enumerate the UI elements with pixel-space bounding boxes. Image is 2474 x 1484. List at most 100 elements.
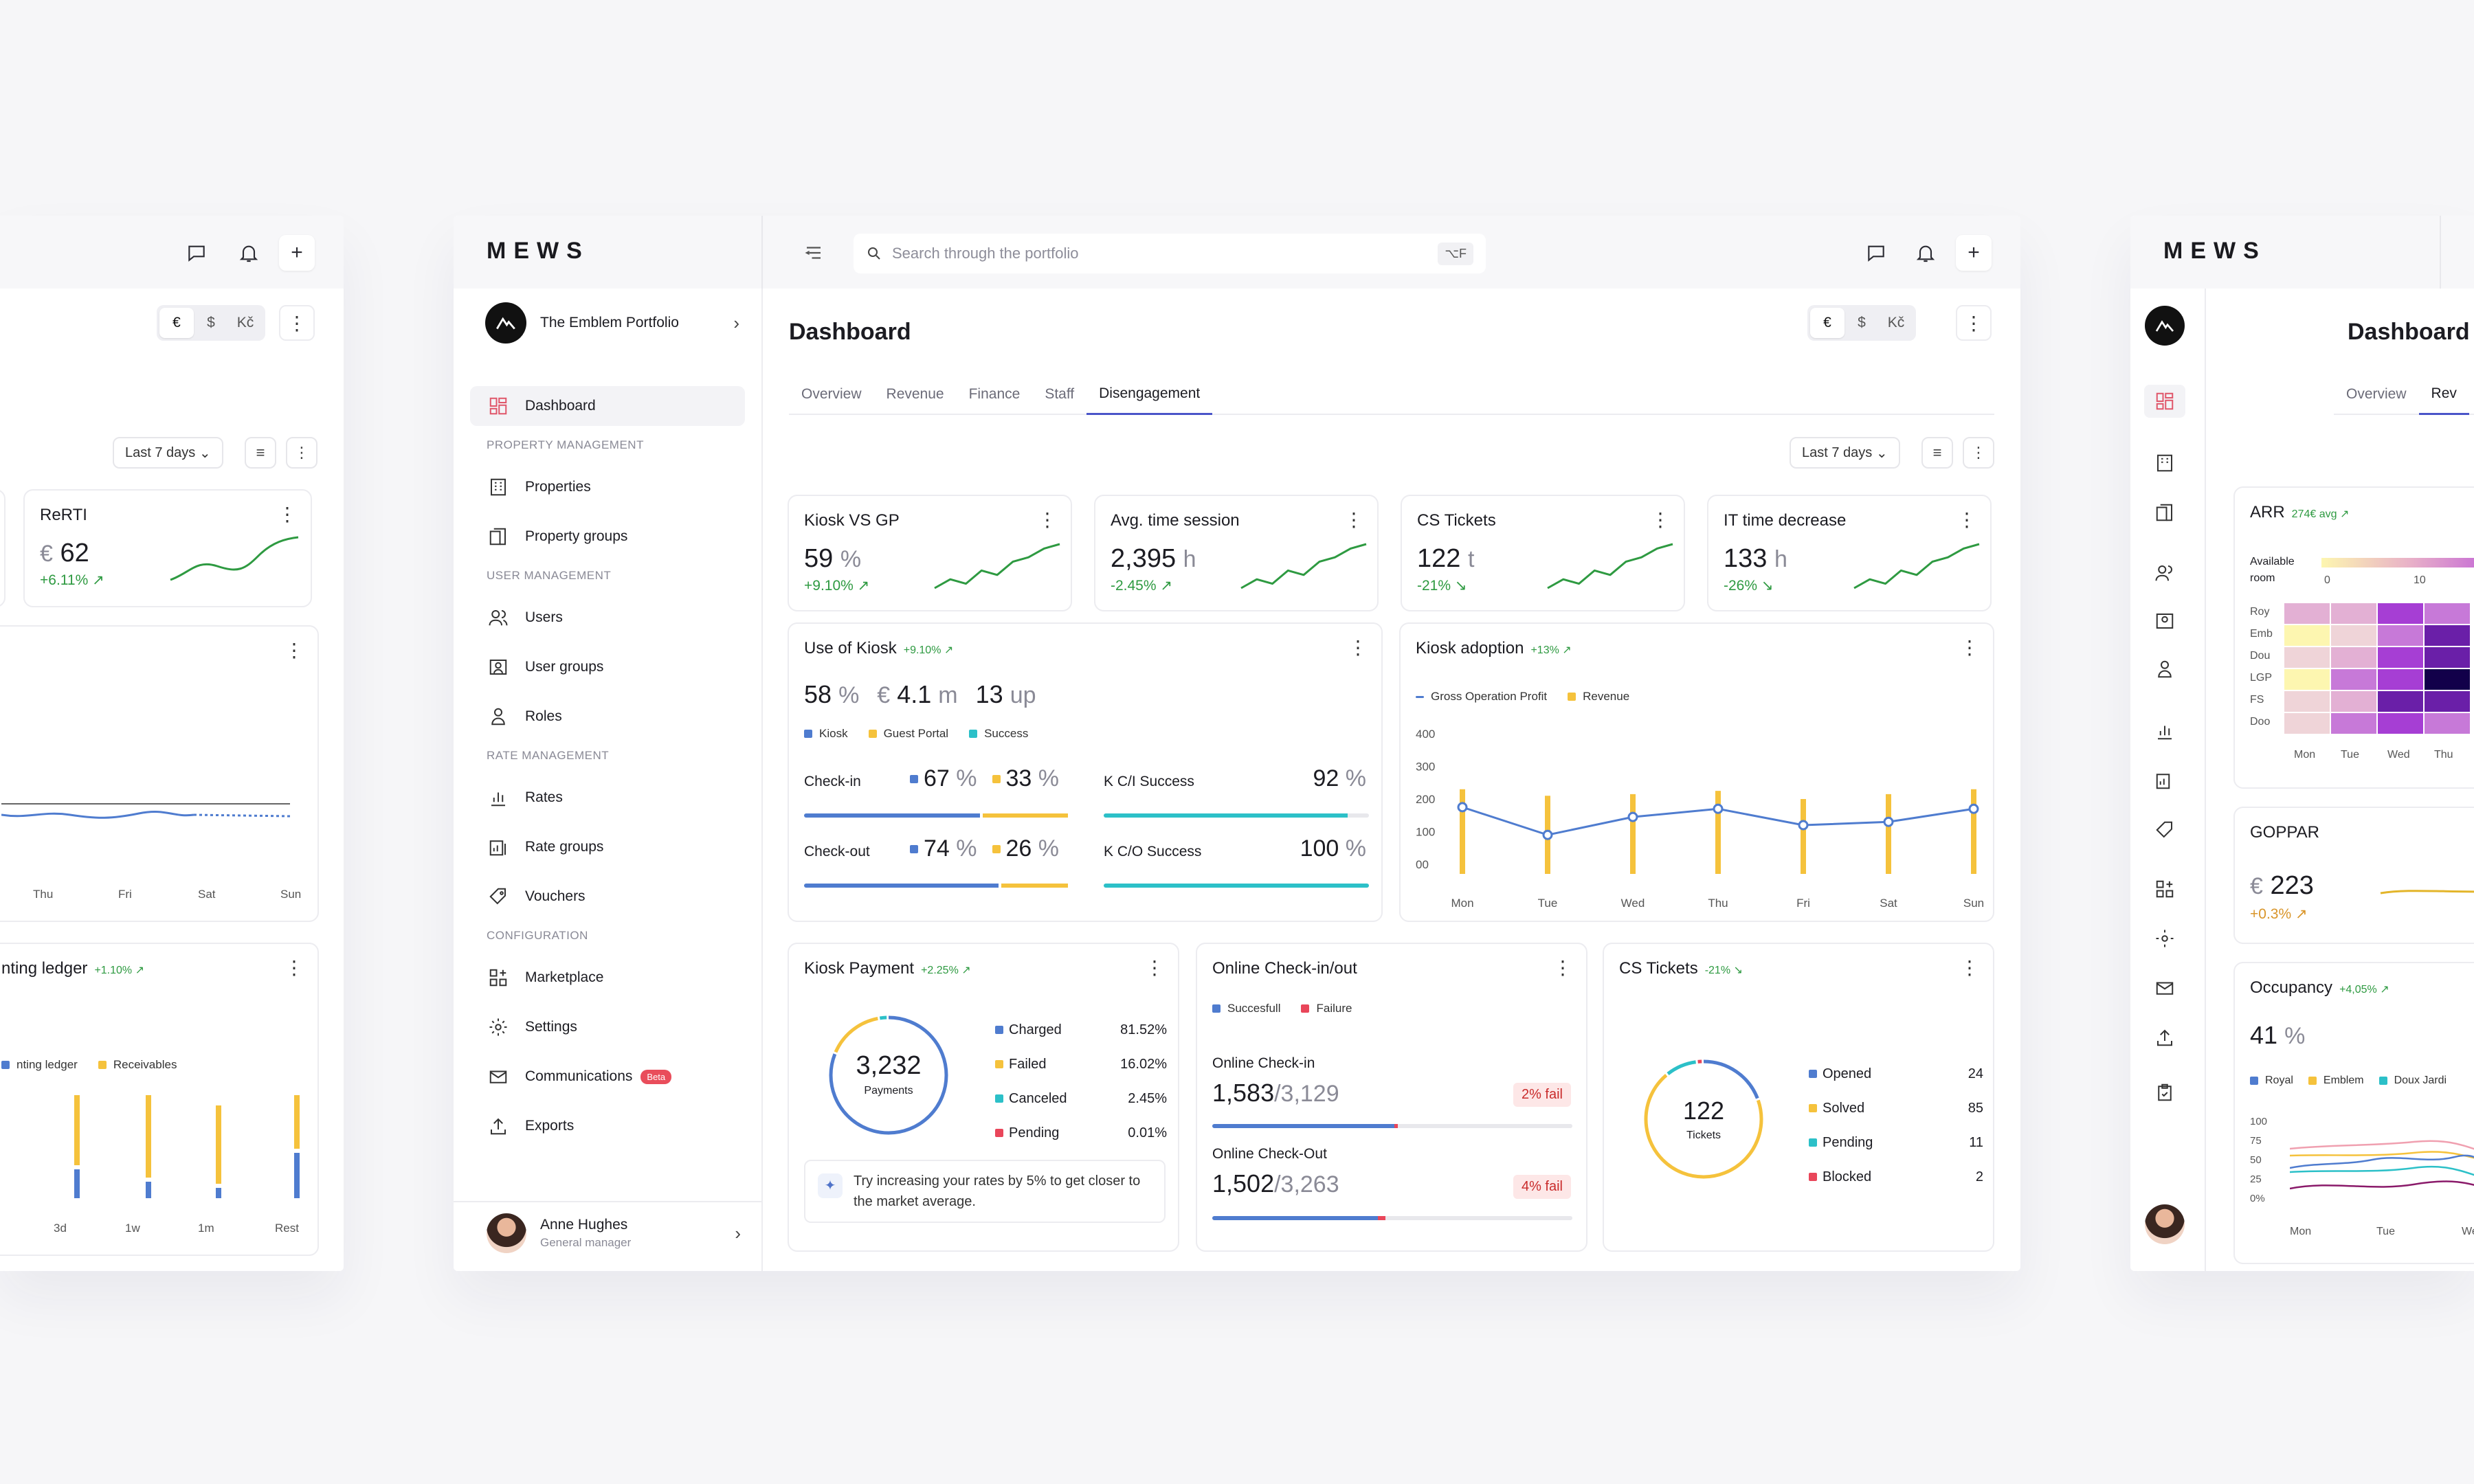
tab-staff[interactable]: Staff <box>1045 386 1075 402</box>
currency-switch[interactable]: € $ Kč <box>157 305 265 341</box>
tab-revenue[interactable]: Rev <box>2418 374 2469 415</box>
currency-switch[interactable]: € $ Kč <box>1807 305 1916 341</box>
legend-row: Canceled 2.45% <box>995 1081 1167 1116</box>
clipboard-icon[interactable] <box>2144 1076 2185 1109</box>
sidebar-item-dashboard[interactable]: Dashboard <box>470 386 745 426</box>
sidebar-item-properties[interactable]: Properties <box>470 467 745 507</box>
more-icon[interactable]: ⋮ <box>279 305 315 341</box>
heat-cell <box>2378 603 2423 624</box>
sidebar-toggle-icon[interactable] <box>796 235 832 271</box>
card-menu-icon[interactable]: ⋮ <box>1553 957 1572 978</box>
card-change: 274€ avg <box>2291 508 2337 520</box>
filter-icon[interactable]: ≡ <box>1921 437 1953 469</box>
chat-icon[interactable] <box>1858 235 1894 271</box>
sidebar-item-vouchers[interactable]: Vouchers <box>470 877 745 917</box>
sidebar-item-user-groups[interactable]: User groups <box>470 647 745 687</box>
card-title: GOPPAR <box>2250 823 2319 842</box>
card-title: Kiosk Payment <box>804 959 915 978</box>
left-window: + € $ Kč ⋮ Last 7 days ⌄ ≡ ⋮ ReRTI ⋮ € 6… <box>0 216 344 1271</box>
legend-value: 2 <box>1975 1169 1983 1184</box>
rate-group-icon[interactable] <box>2144 764 2185 797</box>
bell-icon[interactable] <box>231 235 267 271</box>
chat-icon[interactable] <box>179 235 214 271</box>
chart-title: Kiosk adoption <box>1416 639 1524 657</box>
date-range-select[interactable]: Last 7 days ⌄ <box>113 437 223 469</box>
gop-point <box>1713 803 1724 814</box>
filter-icon[interactable]: ≡ <box>245 437 276 469</box>
heat-cell <box>2425 669 2470 690</box>
sidebar-item-marketplace[interactable]: Marketplace <box>470 958 745 998</box>
tab-finance[interactable]: Finance <box>968 386 1021 402</box>
kpi-value: 133 <box>1724 544 1768 573</box>
card-menu-icon[interactable]: ⋮ <box>278 504 297 525</box>
apps-icon[interactable] <box>2144 873 2185 906</box>
sidebar-item-exports[interactable]: Exports <box>470 1106 745 1146</box>
sidebar-item-roles[interactable]: Roles <box>470 697 745 737</box>
search-box[interactable]: Search through the portfolio ⌥F <box>854 234 1486 273</box>
heat-cell <box>2331 691 2376 712</box>
dashboard-icon[interactable] <box>2144 385 2185 418</box>
card-menu-icon[interactable]: ⋮ <box>1960 637 1979 658</box>
sidebar-item-communications[interactable]: Communications Beta <box>470 1057 745 1097</box>
kpi-change: +0.3% <box>2250 906 2292 922</box>
add-icon[interactable]: + <box>1956 235 1992 271</box>
more-icon[interactable]: ⋮ <box>286 437 317 469</box>
currency-czk[interactable]: Kč <box>236 315 254 330</box>
sidebar-item-users[interactable]: Users <box>470 598 745 638</box>
mail-icon[interactable] <box>2144 971 2185 1004</box>
tab-revenue[interactable]: Revenue <box>886 386 944 402</box>
card-menu-icon[interactable]: ⋮ <box>1960 957 1979 978</box>
bell-icon[interactable] <box>1908 235 1943 271</box>
sidebar-item-rate-groups[interactable]: Rate groups <box>470 827 745 867</box>
user-group-icon[interactable] <box>2144 605 2185 638</box>
card-menu-icon[interactable]: ⋮ <box>1145 957 1164 978</box>
currency-usd[interactable]: $ <box>1858 315 1866 330</box>
kci-label: K C/I Success <box>1104 774 1194 789</box>
checkout-label: Check-out <box>804 844 870 859</box>
legend-label: Success <box>984 727 1029 740</box>
tab-overview[interactable]: Overview <box>801 386 862 402</box>
upload-icon[interactable] <box>2144 1021 2185 1054</box>
sidebar-item-settings[interactable]: Settings <box>470 1007 745 1047</box>
sidebar-item-rates[interactable]: Rates <box>470 778 745 818</box>
gop-point <box>1457 802 1468 813</box>
plus-icon[interactable]: + <box>279 235 315 271</box>
tab-overview[interactable]: Overview <box>2346 386 2407 402</box>
card-menu-icon[interactable]: ⋮ <box>285 640 304 661</box>
org-logo-icon[interactable] <box>2144 306 2185 346</box>
users-icon[interactable] <box>2144 556 2185 589</box>
search-shortcut: ⌥F <box>1438 242 1473 265</box>
card-menu-icon[interactable]: ⋮ <box>1038 509 1057 530</box>
buildings-icon[interactable] <box>2144 496 2185 529</box>
search-input[interactable]: Search through the portfolio <box>892 245 1079 262</box>
checkout-progress <box>804 884 1071 888</box>
bar-chart-icon[interactable] <box>2144 715 2185 747</box>
online-checkin-card: Online Check-in/out ⋮ Succesfull Failure… <box>1196 943 1587 1252</box>
ledger-bars <box>74 1095 300 1198</box>
legend-value: 85 <box>1968 1100 1983 1116</box>
role-icon[interactable] <box>2144 653 2185 686</box>
card-menu-icon[interactable]: ⋮ <box>1348 637 1368 658</box>
tag-icon[interactable] <box>2144 813 2185 846</box>
date-range-select[interactable]: Last 7 days ⌄ <box>1790 437 1900 469</box>
card-menu-icon[interactable]: ⋮ <box>285 957 304 978</box>
sidebar-item-property-groups[interactable]: Property groups <box>470 517 745 556</box>
sparkline-path <box>1240 543 1367 589</box>
online-checkin-label: Online Check-in <box>1212 1055 1315 1071</box>
gear-icon[interactable] <box>2144 922 2185 955</box>
avatar[interactable] <box>2144 1204 2185 1244</box>
card-menu-icon[interactable]: ⋮ <box>1344 509 1363 530</box>
card-menu-icon[interactable]: ⋮ <box>1957 509 1976 530</box>
card-menu-icon[interactable]: ⋮ <box>1651 509 1670 530</box>
currency-eur[interactable]: € <box>1810 308 1845 338</box>
more-icon[interactable]: ⋮ <box>1956 305 1992 341</box>
user-profile[interactable]: Anne Hughes General manager › <box>487 1209 741 1257</box>
legend-value: 16.02% <box>1120 1056 1167 1072</box>
org-switcher[interactable]: The Emblem Portfolio › <box>485 302 739 344</box>
currency-czk[interactable]: Kč <box>1887 315 1905 330</box>
currency-eur[interactable]: € <box>159 308 194 338</box>
building-icon[interactable] <box>2144 447 2185 480</box>
tab-disengagement[interactable]: Disengagement <box>1086 374 1213 415</box>
more-icon[interactable]: ⋮ <box>1963 437 1994 469</box>
currency-usd[interactable]: $ <box>207 315 215 330</box>
